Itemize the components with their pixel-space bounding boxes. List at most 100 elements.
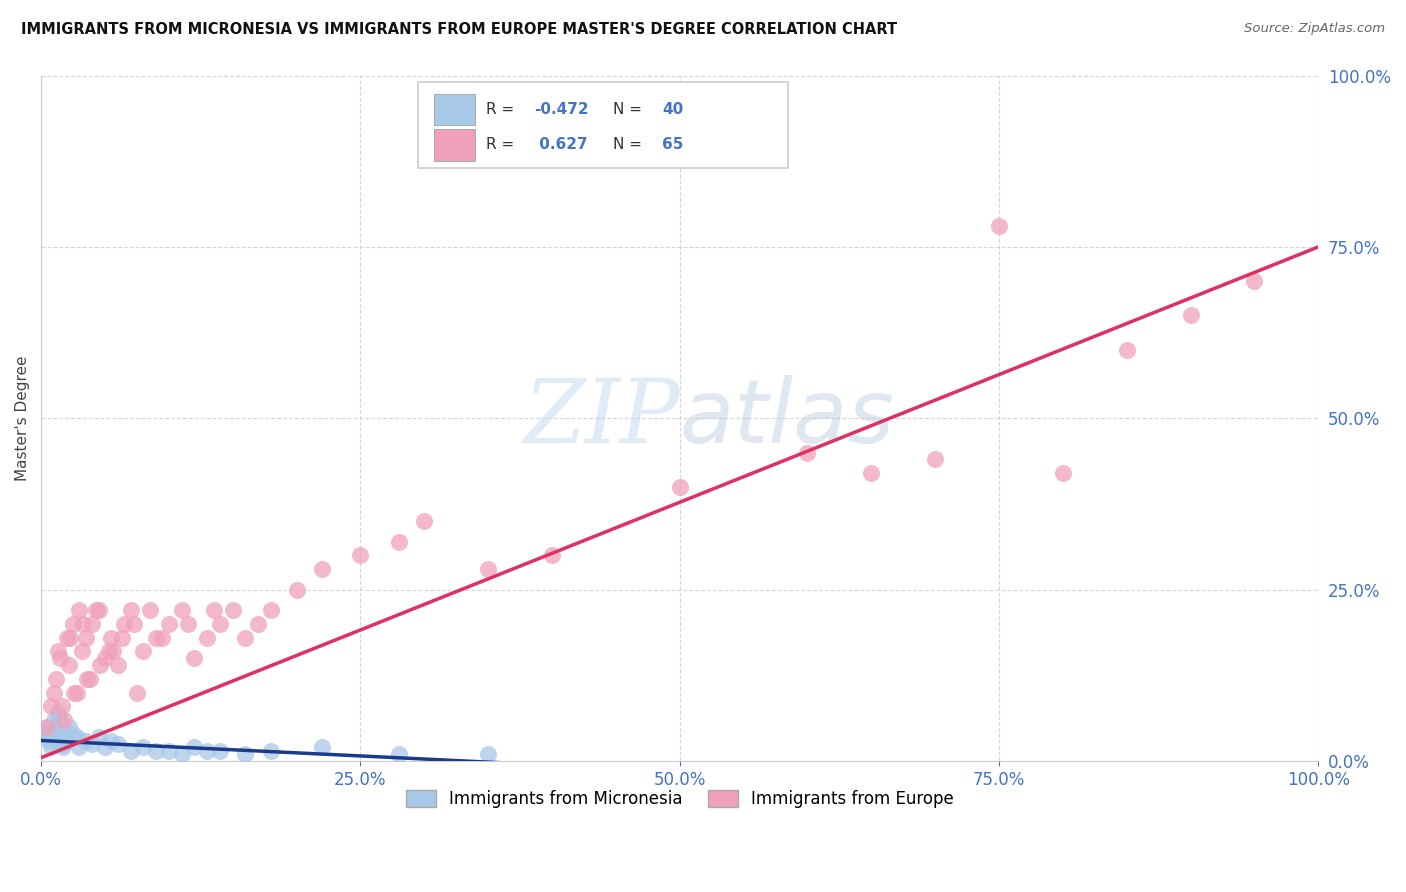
Point bbox=[477, 562, 499, 576]
Point bbox=[388, 747, 411, 762]
Point bbox=[52, 740, 75, 755]
Point bbox=[79, 672, 101, 686]
Text: -0.472: -0.472 bbox=[534, 102, 589, 117]
Point bbox=[41, 699, 63, 714]
Point bbox=[112, 617, 135, 632]
Point bbox=[413, 514, 436, 528]
Point bbox=[42, 685, 65, 699]
Text: Source: ZipAtlas.com: Source: ZipAtlas.com bbox=[1244, 22, 1385, 36]
Point bbox=[183, 740, 205, 755]
Point bbox=[311, 562, 333, 576]
FancyBboxPatch shape bbox=[434, 94, 475, 125]
Point bbox=[120, 603, 142, 617]
Point bbox=[55, 631, 77, 645]
Point bbox=[84, 603, 107, 617]
Point bbox=[46, 706, 69, 720]
Text: 40: 40 bbox=[662, 102, 683, 117]
Text: R =: R = bbox=[485, 102, 519, 117]
Point bbox=[49, 716, 72, 731]
Text: N =: N = bbox=[613, 137, 647, 153]
Point bbox=[94, 740, 117, 755]
Point bbox=[42, 713, 65, 727]
Point bbox=[120, 744, 142, 758]
Point bbox=[924, 452, 946, 467]
Y-axis label: Master's Degree: Master's Degree bbox=[15, 356, 30, 481]
Point bbox=[53, 713, 76, 727]
Text: 65: 65 bbox=[662, 137, 683, 153]
Point bbox=[48, 709, 70, 723]
FancyBboxPatch shape bbox=[418, 82, 789, 168]
Point bbox=[72, 617, 94, 632]
Point bbox=[1115, 343, 1137, 357]
Point bbox=[41, 720, 63, 734]
Point bbox=[145, 631, 167, 645]
Point bbox=[87, 603, 110, 617]
Point bbox=[62, 617, 84, 632]
Point bbox=[49, 651, 72, 665]
Point bbox=[1180, 309, 1202, 323]
Point bbox=[860, 466, 883, 480]
Text: 0.627: 0.627 bbox=[534, 137, 588, 153]
Point bbox=[67, 603, 90, 617]
Point bbox=[41, 740, 63, 755]
Point bbox=[75, 733, 97, 747]
Point bbox=[668, 480, 690, 494]
Point bbox=[285, 582, 308, 597]
Point bbox=[53, 726, 76, 740]
Point bbox=[37, 720, 59, 734]
Point bbox=[100, 733, 122, 747]
Point bbox=[76, 672, 98, 686]
Point bbox=[110, 631, 132, 645]
Point bbox=[145, 744, 167, 758]
Point bbox=[1243, 274, 1265, 288]
Point bbox=[152, 631, 174, 645]
Point bbox=[247, 617, 270, 632]
Point bbox=[195, 744, 218, 758]
FancyBboxPatch shape bbox=[434, 129, 475, 161]
Legend: Immigrants from Micronesia, Immigrants from Europe: Immigrants from Micronesia, Immigrants f… bbox=[399, 783, 960, 814]
Point bbox=[170, 603, 193, 617]
Point bbox=[66, 685, 89, 699]
Point bbox=[94, 651, 117, 665]
Point bbox=[477, 747, 499, 762]
Point bbox=[183, 651, 205, 665]
Point bbox=[59, 631, 82, 645]
Point bbox=[45, 723, 67, 738]
Point bbox=[62, 726, 84, 740]
Point bbox=[107, 658, 129, 673]
Point bbox=[58, 720, 80, 734]
Point bbox=[388, 534, 411, 549]
Point bbox=[100, 631, 122, 645]
Point bbox=[541, 549, 564, 563]
Point bbox=[107, 737, 129, 751]
Point bbox=[82, 617, 104, 632]
Point bbox=[221, 603, 243, 617]
Point bbox=[202, 603, 225, 617]
Point bbox=[35, 726, 58, 740]
Text: N =: N = bbox=[613, 102, 647, 117]
Point bbox=[349, 549, 371, 563]
Point bbox=[124, 617, 146, 632]
Point bbox=[208, 617, 231, 632]
Point bbox=[132, 740, 155, 755]
Point bbox=[70, 644, 93, 658]
Point bbox=[125, 685, 148, 699]
Point bbox=[37, 720, 59, 734]
Point bbox=[39, 726, 62, 740]
Point bbox=[66, 730, 89, 744]
Text: IMMIGRANTS FROM MICRONESIA VS IMMIGRANTS FROM EUROPE MASTER'S DEGREE CORRELATION: IMMIGRANTS FROM MICRONESIA VS IMMIGRANTS… bbox=[21, 22, 897, 37]
Point bbox=[177, 617, 200, 632]
Point bbox=[260, 603, 283, 617]
Point bbox=[235, 747, 257, 762]
Point bbox=[132, 644, 155, 658]
Point bbox=[1052, 466, 1074, 480]
Text: ZIP: ZIP bbox=[523, 375, 679, 462]
Point bbox=[138, 603, 160, 617]
Point bbox=[34, 730, 56, 744]
Point bbox=[170, 747, 193, 762]
Point bbox=[208, 744, 231, 758]
Point bbox=[988, 219, 1011, 234]
Point bbox=[157, 617, 180, 632]
Point bbox=[157, 744, 180, 758]
Point bbox=[58, 658, 80, 673]
